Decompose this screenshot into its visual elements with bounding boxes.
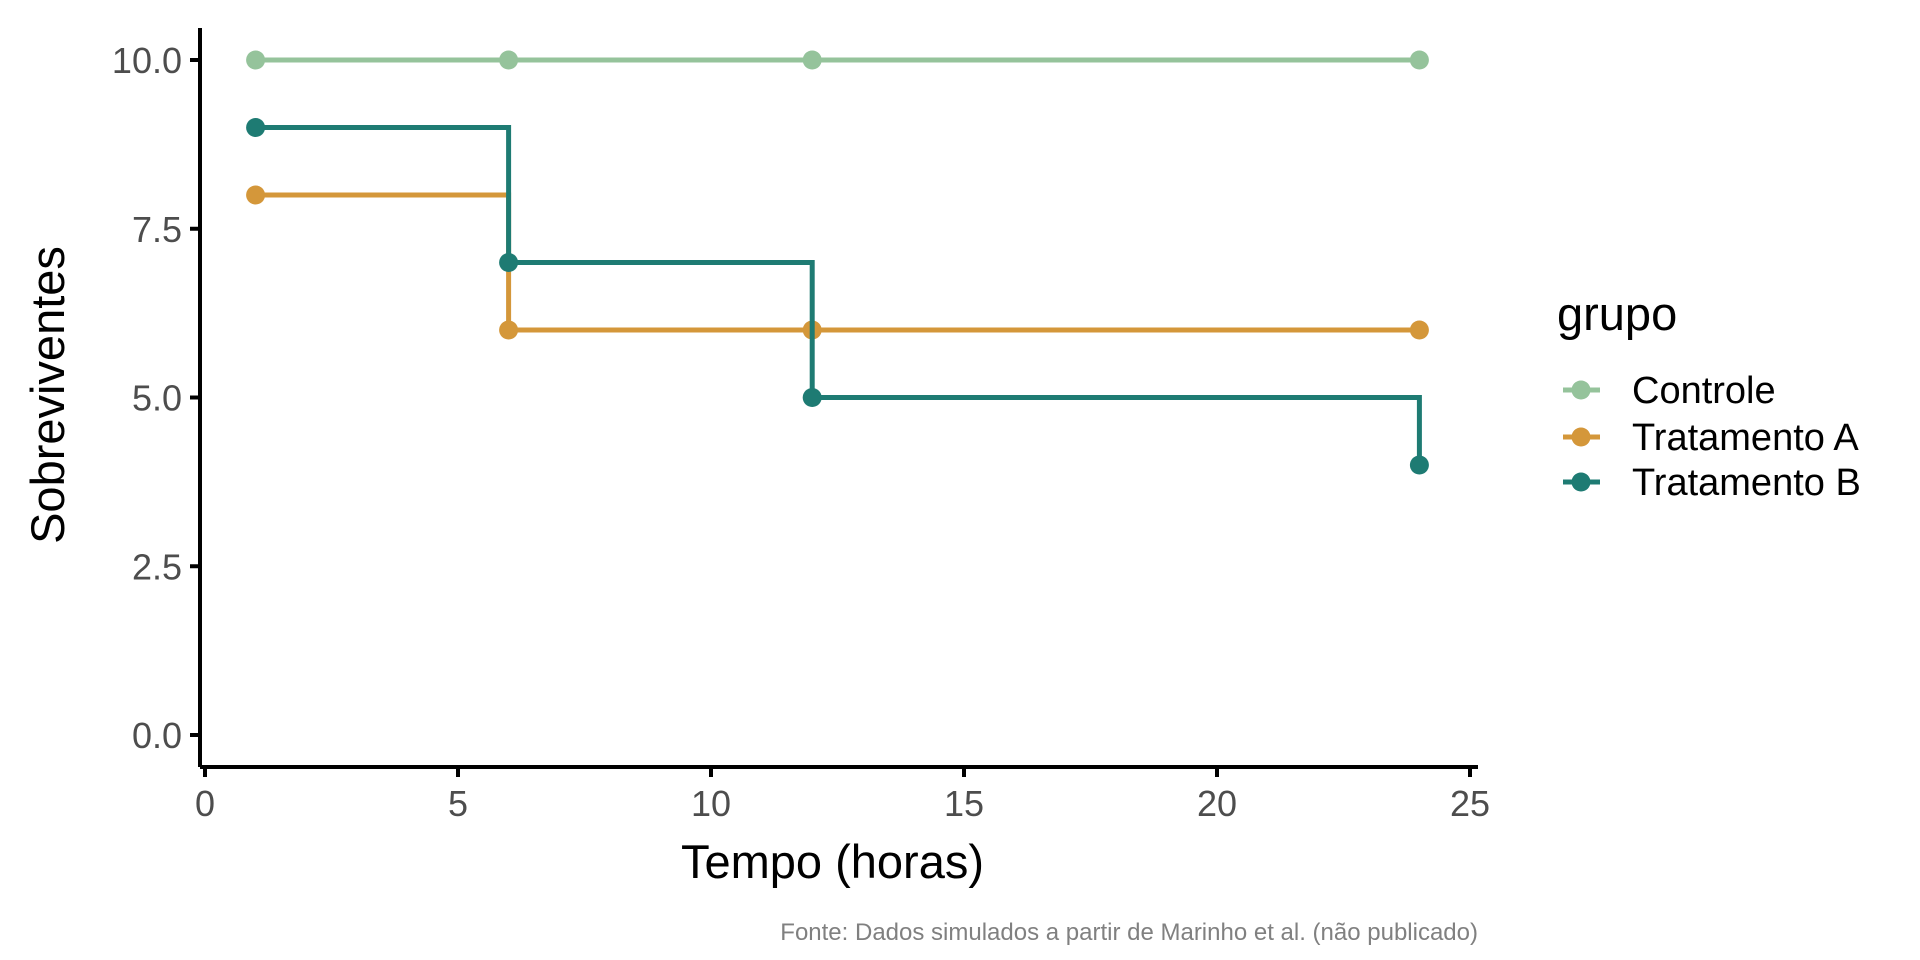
x-tick-label: 0 (195, 783, 215, 824)
data-point (246, 185, 266, 205)
legend-label: Tratamento B (1632, 462, 1861, 504)
x-tick-label: 5 (448, 783, 468, 824)
x-tick-label: 10 (691, 783, 731, 824)
series-line (255, 192, 1420, 333)
series-line (255, 125, 1422, 465)
x-tick-label: 15 (944, 783, 984, 824)
x-ticks: 0 5 10 15 20 25 (195, 767, 1490, 824)
y-ticks: 0.0 2.5 5.0 7.5 10.0 (112, 40, 200, 756)
data-point (246, 50, 266, 70)
data-point (499, 320, 519, 340)
axes: 0.0 2.5 5.0 7.5 10.0 0 5 10 15 20 25 (112, 28, 1490, 824)
series-tratamento-a (246, 185, 1429, 340)
legend-title: grupo (1557, 287, 1677, 340)
x-tick-label: 20 (1197, 783, 1237, 824)
y-tick-label: 0.0 (132, 715, 182, 756)
y-tick-label: 2.5 (132, 546, 182, 587)
x-tick-label: 25 (1450, 783, 1490, 824)
legend-key-point (1571, 427, 1591, 447)
y-tick-label: 10.0 (112, 40, 182, 81)
legend-label: Controle (1632, 370, 1776, 412)
legend-key-point (1571, 380, 1591, 400)
legend-key-point (1571, 472, 1591, 492)
legend-item: Tratamento B (1563, 462, 1861, 504)
legend-item: Controle (1563, 370, 1776, 412)
data-point (499, 253, 519, 272)
series-layer (246, 50, 1429, 475)
x-axis-title: Tempo (horas) (681, 835, 984, 888)
legend-item: Tratamento A (1563, 417, 1859, 459)
data-point (1409, 320, 1429, 340)
series-controle (246, 50, 1429, 70)
series-tratamento-b (246, 118, 1429, 475)
data-point (499, 50, 519, 70)
y-tick-label: 5.0 (132, 378, 182, 419)
chart-caption: Fonte: Dados simulados a partir de Marin… (780, 919, 1478, 946)
data-point (1409, 50, 1429, 70)
legend-label: Tratamento A (1632, 417, 1859, 459)
data-point (802, 50, 822, 70)
y-axis-title: Sobreviventes (21, 246, 74, 544)
data-point (802, 388, 822, 407)
y-tick-label: 7.5 (132, 209, 182, 250)
data-point (1409, 455, 1429, 475)
data-point (246, 118, 266, 137)
